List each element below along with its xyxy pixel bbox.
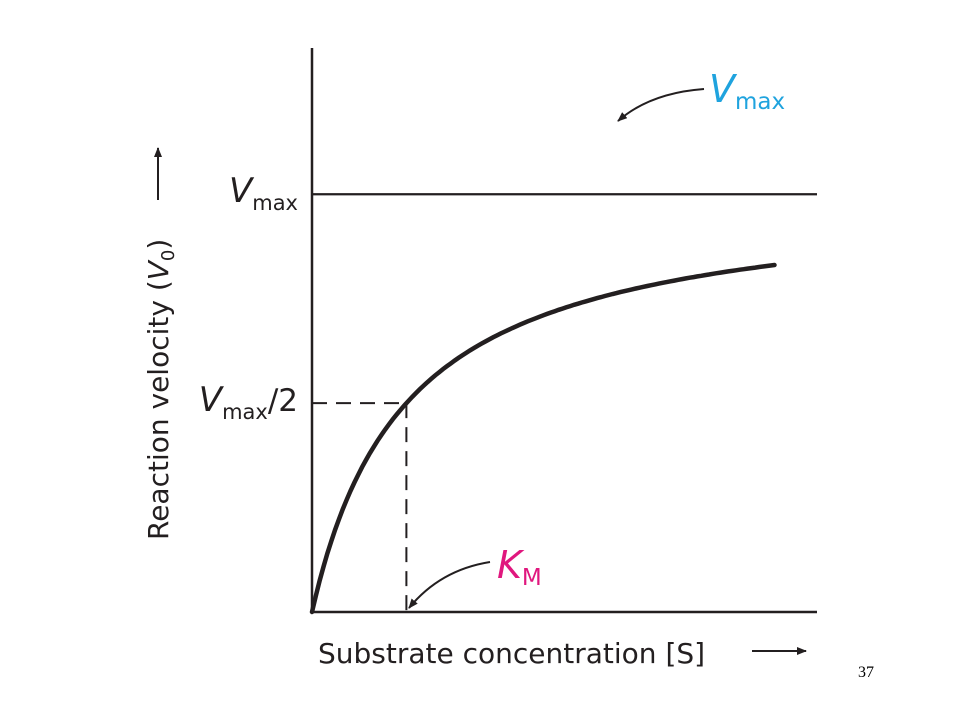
annotation-vmax-label: Vmax bbox=[709, 67, 785, 115]
y-tick-0-symbol: V bbox=[229, 171, 255, 211]
y-tick-1-suffix: /2 bbox=[268, 383, 298, 419]
y-axis-label-group: Reaction velocity (V0) bbox=[142, 147, 179, 540]
y-axis-label: Reaction velocity (V0) bbox=[142, 239, 179, 540]
annotation-km-label: KM bbox=[497, 543, 542, 591]
y-axis-label-subscript: 0 bbox=[158, 250, 179, 261]
x-axis-label: Substrate concentration [S] bbox=[318, 637, 705, 670]
y-axis-label-suffix: ) bbox=[142, 239, 175, 250]
annotation-km-subscript: M bbox=[522, 565, 542, 591]
y-tick-1-symbol: V bbox=[199, 380, 225, 420]
y-tick-label-half-vmax: Vmax/2 bbox=[199, 380, 298, 424]
annotation-km-symbol: K bbox=[497, 543, 525, 587]
annotation-vmax-symbol: V bbox=[709, 67, 738, 111]
y-tick-label-vmax: Vmax bbox=[229, 171, 298, 215]
annotation-vmax-subscript: max bbox=[735, 89, 785, 115]
y-axis-label-prefix: Reaction velocity ( bbox=[142, 280, 175, 540]
annotation-km-arrow bbox=[408, 561, 491, 609]
y-axis-label-symbol: V bbox=[142, 259, 175, 280]
y-tick-0-subscript: max bbox=[252, 191, 298, 215]
annotation-vmax-arrow bbox=[617, 88, 705, 122]
series-line-michaelis-menten bbox=[309, 262, 777, 615]
y-tick-1-subscript: max bbox=[222, 400, 268, 424]
page-number: 37 bbox=[858, 664, 874, 681]
